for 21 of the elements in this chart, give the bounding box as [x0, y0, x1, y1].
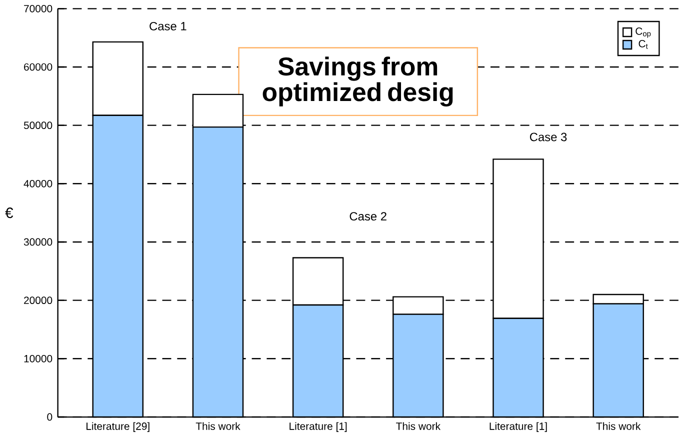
- x-tick-label: Literature [1]: [290, 422, 347, 432]
- y-tick-label: 50000: [24, 122, 52, 130]
- y-tick-label: 10000: [24, 354, 52, 362]
- y-tick-label: 70000: [24, 5, 52, 12]
- x-tick-label: Literature [1]: [490, 422, 547, 432]
- y-tick-label: 40000: [24, 180, 52, 188]
- annotation: Case 2: [350, 212, 386, 221]
- y-tick-label: 30000: [24, 238, 52, 246]
- x-tick-label: This work: [196, 422, 240, 430]
- legend-label: C$_{t}$: [638, 40, 648, 49]
- x-tick-label: Literature [29]: [86, 422, 150, 432]
- y-axis-title: €: [5, 208, 14, 218]
- y-tick-label: 20000: [24, 296, 52, 304]
- y-tick-label: 60000: [24, 63, 52, 71]
- y-tick-label: 0: [47, 413, 52, 421]
- x-tick-label: This work: [596, 422, 641, 430]
- annotation: Savings from optimized desig: [262, 56, 453, 106]
- annotation: Case 3: [530, 132, 567, 142]
- annotation: Case 1: [150, 22, 186, 30]
- x-tick-label: This work: [396, 422, 441, 430]
- legend-label: C$_{op}$: [636, 28, 651, 38]
